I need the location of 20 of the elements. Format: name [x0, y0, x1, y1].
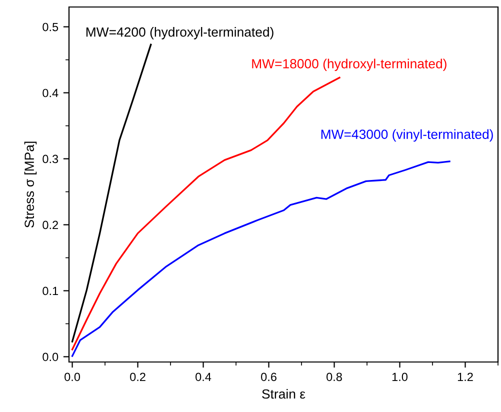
- x-tick-label: 1.0: [392, 372, 408, 382]
- x-tick-label: 0.4: [196, 372, 212, 382]
- y-tick-label: 0.3: [42, 154, 58, 164]
- x-tick-label: 0.8: [326, 372, 342, 382]
- series-label: MW=18000 (hydroxyl-terminated): [252, 58, 446, 72]
- y-tick-label: 0.1: [42, 286, 58, 296]
- x-tick-label: 0.2: [130, 372, 146, 382]
- y-tick-label: 0.5: [42, 22, 58, 32]
- y-tick-label: 0.2: [42, 220, 58, 230]
- y-axis-title: Stress σ [MPa]: [24, 142, 37, 228]
- y-tick-label: 0.4: [42, 88, 58, 98]
- line-series: [71, 160, 450, 357]
- x-tick-label: 1.2: [458, 372, 473, 381]
- y-tick-label: 0.0: [42, 352, 58, 362]
- line-series: [71, 44, 152, 342]
- x-axis-title: Strain ε: [262, 388, 306, 399]
- text: MW=4200 (hydroxyl-terminated): [86, 27, 274, 40]
- x-tick-label: 0.6: [261, 372, 276, 382]
- x-tick-label: 0.0: [64, 372, 80, 382]
- text: MW=43000 (vinyl-terminated): [321, 129, 493, 142]
